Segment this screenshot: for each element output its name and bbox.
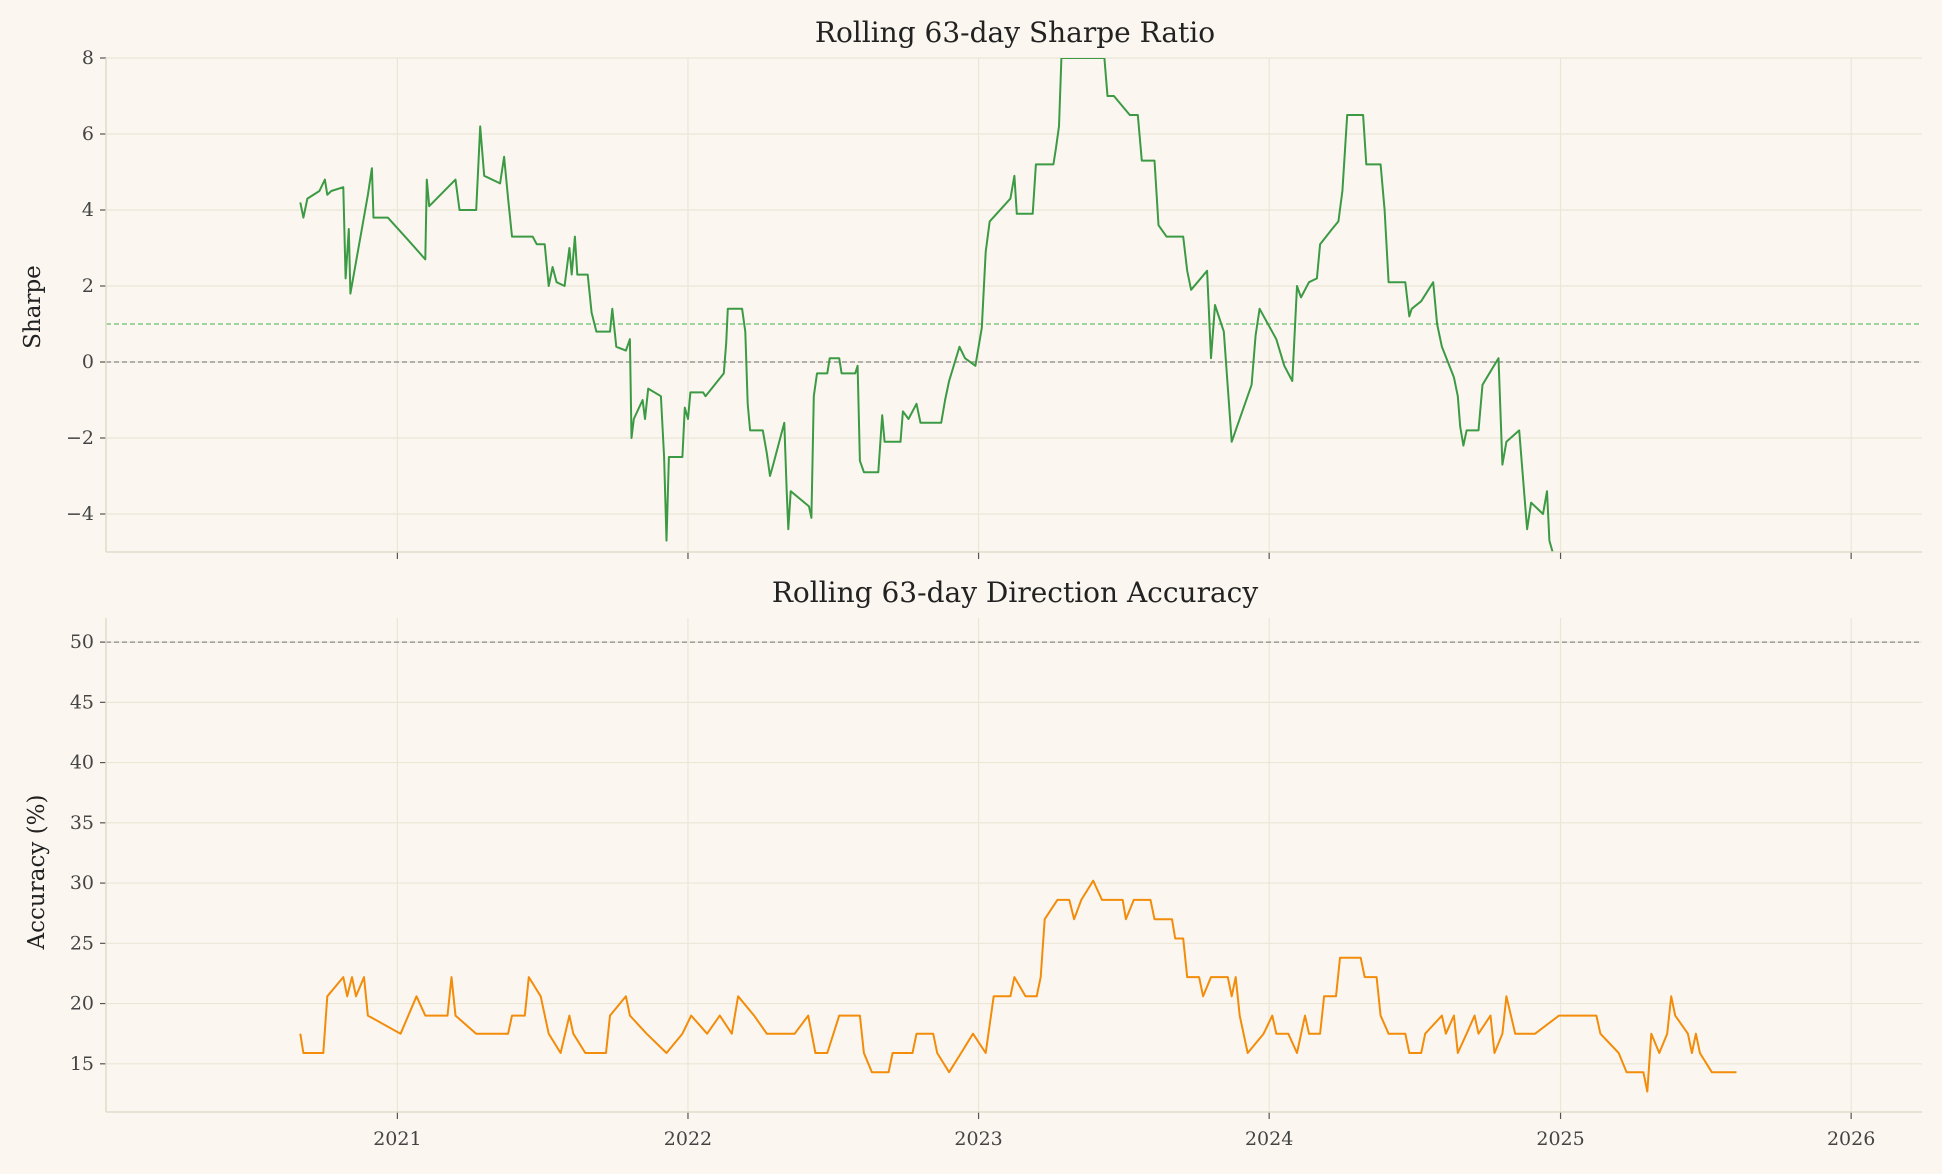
accuracy-y-tick-label: 15 [70,1053,94,1075]
accuracy-y-axis-label: Accuracy (%) [24,795,50,951]
sharpe-y-tick-label: −2 [66,427,94,449]
accuracy-x-tick-label: 2022 [664,1128,712,1150]
accuracy-x-tick-label: 2024 [1245,1128,1293,1150]
accuracy-panel: Rolling 63-day Direction Accuracy Accura… [24,576,1922,1150]
sharpe-y-tick-label: 2 [82,275,94,297]
accuracy-y-tick-label: 50 [70,631,94,653]
sharpe-chart-title: Rolling 63-day Sharpe Ratio [815,16,1215,49]
accuracy-y-tick-label: 45 [70,691,94,713]
accuracy-x-tick-label: 2023 [954,1128,1002,1150]
sharpe-panel: Rolling 63-day Sharpe Ratio Sharpe −4 −2 0… [20,16,1922,559]
sharpe-grid [106,57,1922,552]
sharpe-y-tick-label: 4 [82,199,94,221]
accuracy-x-tick-label: 2021 [373,1128,421,1150]
accuracy-series-line [299,879,1737,1093]
accuracy-x-tick-label: 2025 [1536,1128,1584,1150]
accuracy-y-tick-label: 35 [70,812,94,834]
sharpe-y-tick-label: 0 [82,351,94,373]
accuracy-y-tick-label: 40 [70,752,94,774]
accuracy-x-tick-label: 2026 [1827,1128,1875,1150]
accuracy-y-tick-label: 25 [70,932,94,954]
sharpe-reference-lines [106,323,1922,363]
accuracy-y-tick-label: 30 [70,872,94,894]
sharpe-series [299,58,1554,552]
sharpe-y-axis-label: Sharpe [20,265,46,349]
sharpe-y-tick-label: 6 [82,123,94,145]
sharpe-y-tick-label: −4 [66,503,94,525]
accuracy-y-tick-label: 20 [70,993,94,1015]
sharpe-axes: −4 −2 0 2 4 6 8 [66,47,1922,559]
accuracy-series [299,879,1737,1093]
accuracy-chart-title: Rolling 63-day Direction Accuracy [772,576,1259,609]
sharpe-series-line [299,58,1554,552]
sharpe-y-tick-label: 8 [82,47,94,69]
